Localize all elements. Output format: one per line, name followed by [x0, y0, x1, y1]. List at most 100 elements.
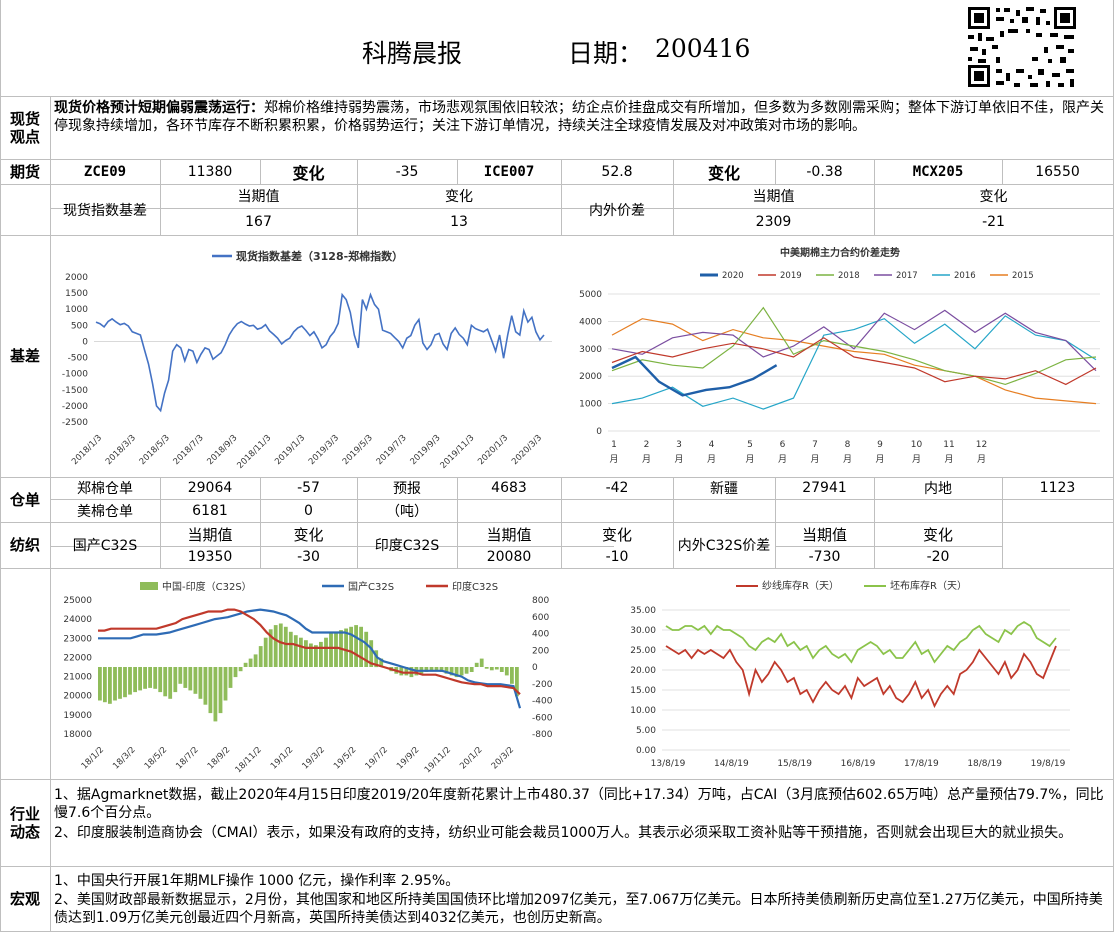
y-tick-label: 24000	[63, 615, 92, 625]
x-tick-label: 19/9/2	[395, 745, 421, 771]
y-tick-label: 20.00	[630, 666, 656, 676]
x-tick-label: 17/8/19	[904, 759, 939, 769]
spread-bar	[304, 640, 308, 667]
row-label-basis: 基差	[9, 347, 40, 365]
x-tick-number: 4	[709, 440, 715, 450]
y-tick-label: 1000	[65, 305, 88, 315]
x-tick-label: 2019/3/3	[307, 433, 341, 467]
report-title: 科腾晨报	[362, 39, 463, 68]
spread-bar	[359, 626, 363, 667]
x-tick-label: 2019/7/3	[375, 433, 409, 467]
spread-bar	[208, 667, 213, 714]
y-tick-label: 25.00	[630, 646, 656, 656]
spread-bar	[464, 667, 469, 674]
x-tick-label: 13/8/19	[651, 759, 686, 769]
spread-bar	[324, 637, 328, 667]
spread-bar	[253, 654, 258, 667]
spread-bar	[469, 667, 474, 672]
x-tick-label: 19/3/2	[300, 745, 326, 771]
x-tick-unit: 月	[843, 454, 852, 465]
legend-label: 坯布库存R（天）	[890, 579, 967, 592]
spread-bar	[474, 662, 479, 667]
spread-bar	[309, 643, 313, 667]
x-tick-label: 18/3/2	[111, 745, 137, 771]
index-current-header: 当期值	[237, 189, 280, 205]
legend-label: 现货指数基差（3128-郑棉指数）	[236, 249, 403, 263]
spread-bar	[183, 667, 188, 688]
y-tick-label: 1000	[579, 400, 602, 410]
x-tick-label: 18/1/2	[80, 745, 106, 771]
x-tick-label: 2018/1/3	[70, 433, 104, 467]
x-tick-label: 2018/9/3	[205, 433, 239, 467]
spread-bar	[278, 623, 283, 667]
row-label-industry: 行业动态	[9, 804, 40, 841]
spread-bar	[499, 667, 504, 672]
spread-bar	[153, 667, 158, 689]
series-line	[95, 292, 545, 413]
spread-bar	[404, 667, 409, 676]
domestic-c32s-change: -30	[297, 549, 320, 565]
c32s-spread-value: -730	[808, 549, 841, 565]
futures-ice-change: -0.38	[806, 163, 843, 180]
futures-ice-value: 52.8	[601, 163, 633, 180]
y-tick-label: 3000	[579, 345, 602, 355]
spread-bar	[489, 667, 494, 671]
x-tick-label: 16/8/19	[841, 759, 876, 769]
spread-label: 内外价差	[589, 202, 645, 219]
y-tick-label: -1000	[62, 370, 88, 380]
spread-change-header: 变化	[979, 189, 1008, 205]
x-tick-label: 18/11/2	[234, 745, 264, 775]
x-tick-number: 8	[845, 440, 851, 450]
x-tick-number: 7	[812, 440, 818, 450]
y-tick-label: 19000	[63, 711, 92, 721]
x-tick-number: 9	[877, 440, 883, 450]
series-line	[611, 309, 1097, 372]
spread-bar	[128, 667, 132, 695]
spread-bar	[223, 667, 228, 701]
unit-label: （吨）	[386, 503, 428, 520]
india-c32s-change: -10	[605, 549, 629, 565]
spot-view-lead: 现货价格预计短期偏弱震荡运行：	[54, 100, 264, 116]
futures-ice-code: ICE007	[483, 163, 535, 180]
spread-bar	[123, 667, 127, 698]
x-tick-label: 19/8/19	[1031, 759, 1066, 769]
spread-bar	[218, 667, 223, 714]
y-tick-label: 0	[82, 337, 88, 347]
x-tick-label: 2019/11/3	[439, 433, 477, 471]
qr-code-icon	[966, 5, 1078, 89]
macro-news-1: 1、中国央行开展1年期MLF操作 1000 亿元，操作利率 2.95%。	[54, 873, 460, 889]
inventory-days-chart: 纱线库存R（天） 坯布库存R（天） 35.00 30.00 25.00 20.00 15.0…	[630, 579, 1070, 769]
x-tick-label: 2018/11/3	[235, 433, 273, 471]
c32s-price-chart: 中国-印度（C32S） 国产C32S 印度C32S 25000 24000 23000 22…	[63, 580, 552, 775]
spread-bar	[158, 667, 163, 693]
y2-tick-label: 200	[532, 646, 549, 656]
x-tick-label: 19/5/2	[332, 745, 358, 771]
spread-bar	[248, 658, 253, 667]
x-tick-label: 19/1/2	[269, 745, 295, 771]
spread-bar	[354, 625, 358, 667]
india-c32s-label: 印度C32S	[374, 538, 440, 554]
forecast-change: -42	[605, 480, 629, 496]
series-line	[98, 608, 521, 696]
c32s-spread-current-header: 当期值	[801, 525, 847, 544]
x-tick-label: 2019/9/3	[409, 433, 443, 467]
spread-change-value: -21	[982, 213, 1005, 230]
row-label-macro: 宏观	[9, 889, 40, 908]
spread-bar	[299, 637, 303, 667]
y2-tick-label: 400	[532, 630, 549, 640]
inland-value: 1123	[1039, 480, 1076, 496]
us-warrant-change: 0	[304, 502, 313, 519]
spread-bar	[173, 667, 178, 693]
spread-bar	[203, 667, 208, 705]
industry-news-2: 2、印度服装制造商协会（CMAI）表示，如果没有政府的支持，纺织业可能会裁员10…	[54, 825, 1073, 841]
india-c32s-value: 20080	[486, 549, 532, 565]
inland-label: 内地	[924, 481, 952, 497]
futures-zce-change-label: 变化	[292, 163, 325, 183]
series-line	[611, 337, 1097, 386]
row-label-futures: 期货	[9, 162, 40, 181]
spread-bar	[334, 631, 338, 667]
legend-swatch	[140, 582, 158, 590]
x-tick-unit: 月	[977, 454, 986, 465]
futures-zce-value: 11380	[187, 163, 233, 180]
spread-bar	[273, 625, 278, 667]
